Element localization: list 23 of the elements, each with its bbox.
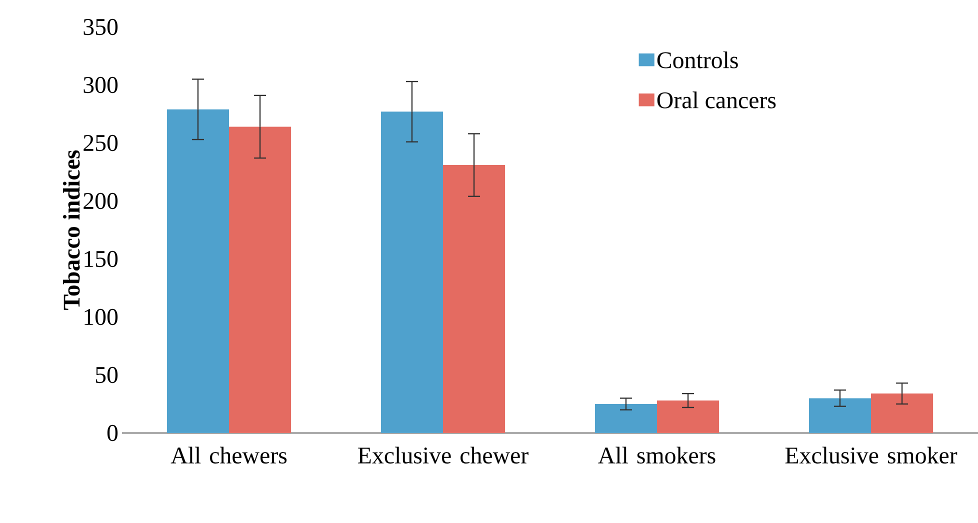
y-tick-label: 150 bbox=[84, 250, 118, 268]
bar bbox=[380, 112, 444, 433]
bar bbox=[443, 165, 506, 433]
legend-label: Controls bbox=[657, 51, 738, 68]
bar bbox=[166, 109, 229, 433]
bar bbox=[871, 394, 934, 433]
bar bbox=[657, 400, 720, 433]
y-tick-label: 300 bbox=[84, 76, 118, 94]
y-tick-label: 350 bbox=[84, 18, 118, 36]
x-tick-label: All chewers bbox=[170, 446, 287, 464]
x-tick-label: Exclusive smoker bbox=[785, 446, 958, 464]
y-axis-title: Tobacco indices bbox=[62, 150, 80, 310]
bar bbox=[229, 126, 292, 433]
y-tick-label: 200 bbox=[84, 192, 118, 210]
y-tick-label: 100 bbox=[84, 308, 118, 326]
y-tick-label: 0 bbox=[107, 424, 118, 442]
legend-label: Oral cancers bbox=[657, 92, 776, 108]
bar bbox=[594, 404, 658, 433]
x-tick-label: Exclusive chewer bbox=[358, 446, 528, 464]
y-tick-label: 250 bbox=[84, 134, 118, 152]
y-tick-label: 50 bbox=[96, 366, 118, 384]
x-tick-label: All smokers bbox=[598, 446, 716, 464]
bar bbox=[808, 398, 872, 433]
